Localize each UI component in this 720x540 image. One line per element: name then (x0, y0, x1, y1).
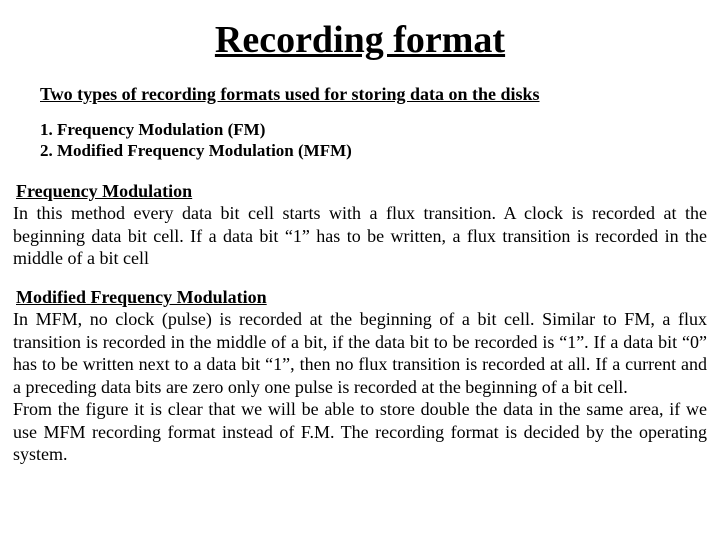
fm-heading: Frequency Modulation (13, 181, 192, 201)
mfm-body-2: From the figure it is clear that we will… (13, 399, 707, 464)
fm-section: Frequency Modulation In this method ever… (10, 180, 710, 270)
mfm-heading: Modified Frequency Modulation (13, 287, 267, 307)
subtitle: Two types of recording formats used for … (40, 84, 710, 105)
page-title: Recording format (10, 18, 710, 62)
list-item: 2. Modified Frequency Modulation (MFM) (40, 140, 710, 161)
mfm-body-1: In MFM, no clock (pulse) is recorded at … (13, 309, 707, 397)
format-list: 1. Frequency Modulation (FM) 2. Modified… (40, 119, 710, 162)
mfm-section: Modified Frequency Modulation In MFM, no… (10, 286, 710, 466)
list-item: 1. Frequency Modulation (FM) (40, 119, 710, 140)
document-page: Recording format Two types of recording … (0, 0, 720, 476)
fm-body: In this method every data bit cell start… (13, 203, 707, 268)
